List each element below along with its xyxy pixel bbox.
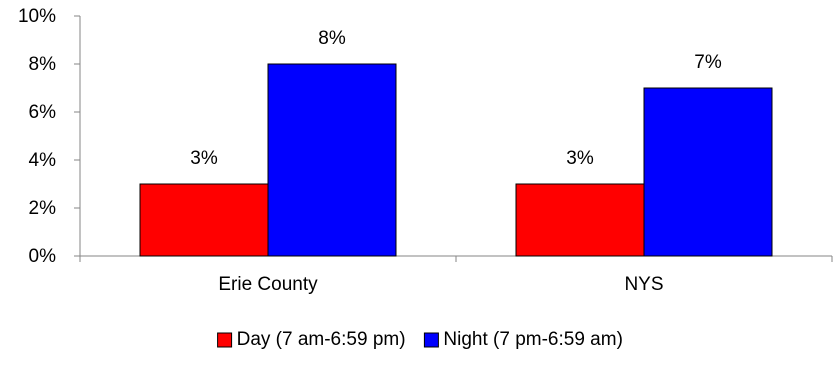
y-tick-label: 8% — [29, 54, 57, 75]
axes: 0% 2% 4% 6% 8% 10% Erie County NYS — [18, 6, 833, 295]
y-tick-label: 2% — [29, 198, 57, 219]
x-category-label: Erie County — [218, 274, 318, 295]
data-label: 3% — [566, 148, 594, 169]
legend-label-day: Day (7 am-6:59 pm) — [237, 329, 406, 350]
legend-swatch-night — [423, 332, 439, 348]
bar-day — [139, 183, 269, 257]
bar-day — [515, 183, 645, 257]
y-tick-label: 10% — [18, 6, 56, 27]
data-label: 3% — [190, 148, 218, 169]
legend-swatch-day — [217, 332, 233, 348]
y-tick-label: 0% — [29, 246, 57, 267]
legend: Day (7 am-6:59 pm) Night (7 pm-6:59 am) — [217, 329, 623, 350]
y-tick-label: 4% — [29, 150, 57, 171]
y-tick-label: 6% — [29, 102, 57, 123]
bar-night — [643, 87, 773, 257]
legend-label-night: Night (7 pm-6:59 am) — [443, 329, 623, 350]
bars — [139, 63, 773, 257]
data-labels: 3% 8% 3% 7% — [190, 28, 722, 169]
data-label: 7% — [694, 52, 722, 73]
data-label: 8% — [318, 28, 346, 49]
bar-night — [267, 63, 397, 257]
x-category-label: NYS — [624, 274, 663, 295]
